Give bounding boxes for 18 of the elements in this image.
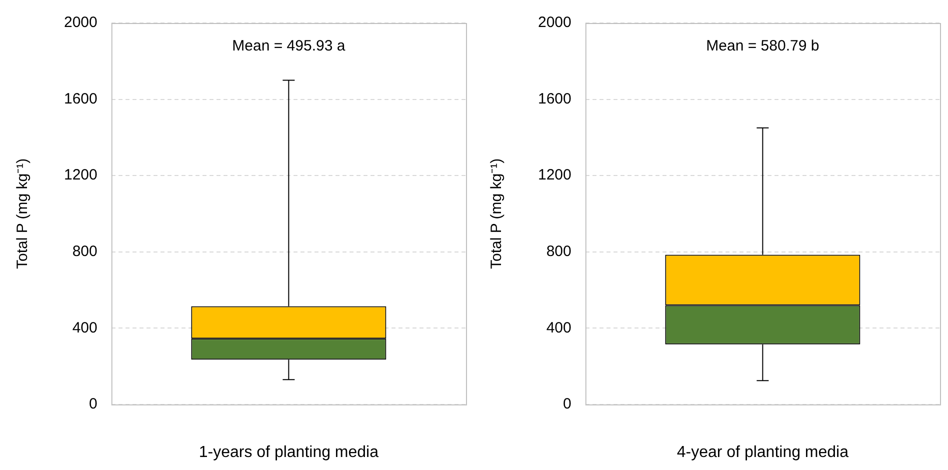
y-tick-label: 2000 xyxy=(64,14,98,32)
y-tick-label: 0 xyxy=(563,396,572,413)
annotation: Mean = 495.93 a xyxy=(232,38,346,55)
y-tick-label: 1600 xyxy=(64,90,98,108)
x-axis-title: 4-year of planting media xyxy=(676,444,849,461)
y-tick-label: 2000 xyxy=(538,14,572,32)
x-axis-title: 1-years of planting media xyxy=(198,444,379,461)
y-tick-label: 1600 xyxy=(538,90,572,108)
y-tick-label: 800 xyxy=(72,242,98,260)
y-tick-label: 400 xyxy=(546,319,572,336)
y-tick-label: 800 xyxy=(546,242,572,260)
y-tick-label: 400 xyxy=(72,319,98,336)
annotation: Mean = 580.79 b xyxy=(706,38,820,55)
y-axis-title: Total P (mg kg⁻¹) xyxy=(14,158,32,269)
y-tick-label: 1200 xyxy=(64,166,98,184)
y-tick-label: 1200 xyxy=(538,166,572,184)
y-tick-label: 0 xyxy=(89,396,98,413)
y-axis-title: Total P (mg kg⁻¹) xyxy=(488,158,506,269)
